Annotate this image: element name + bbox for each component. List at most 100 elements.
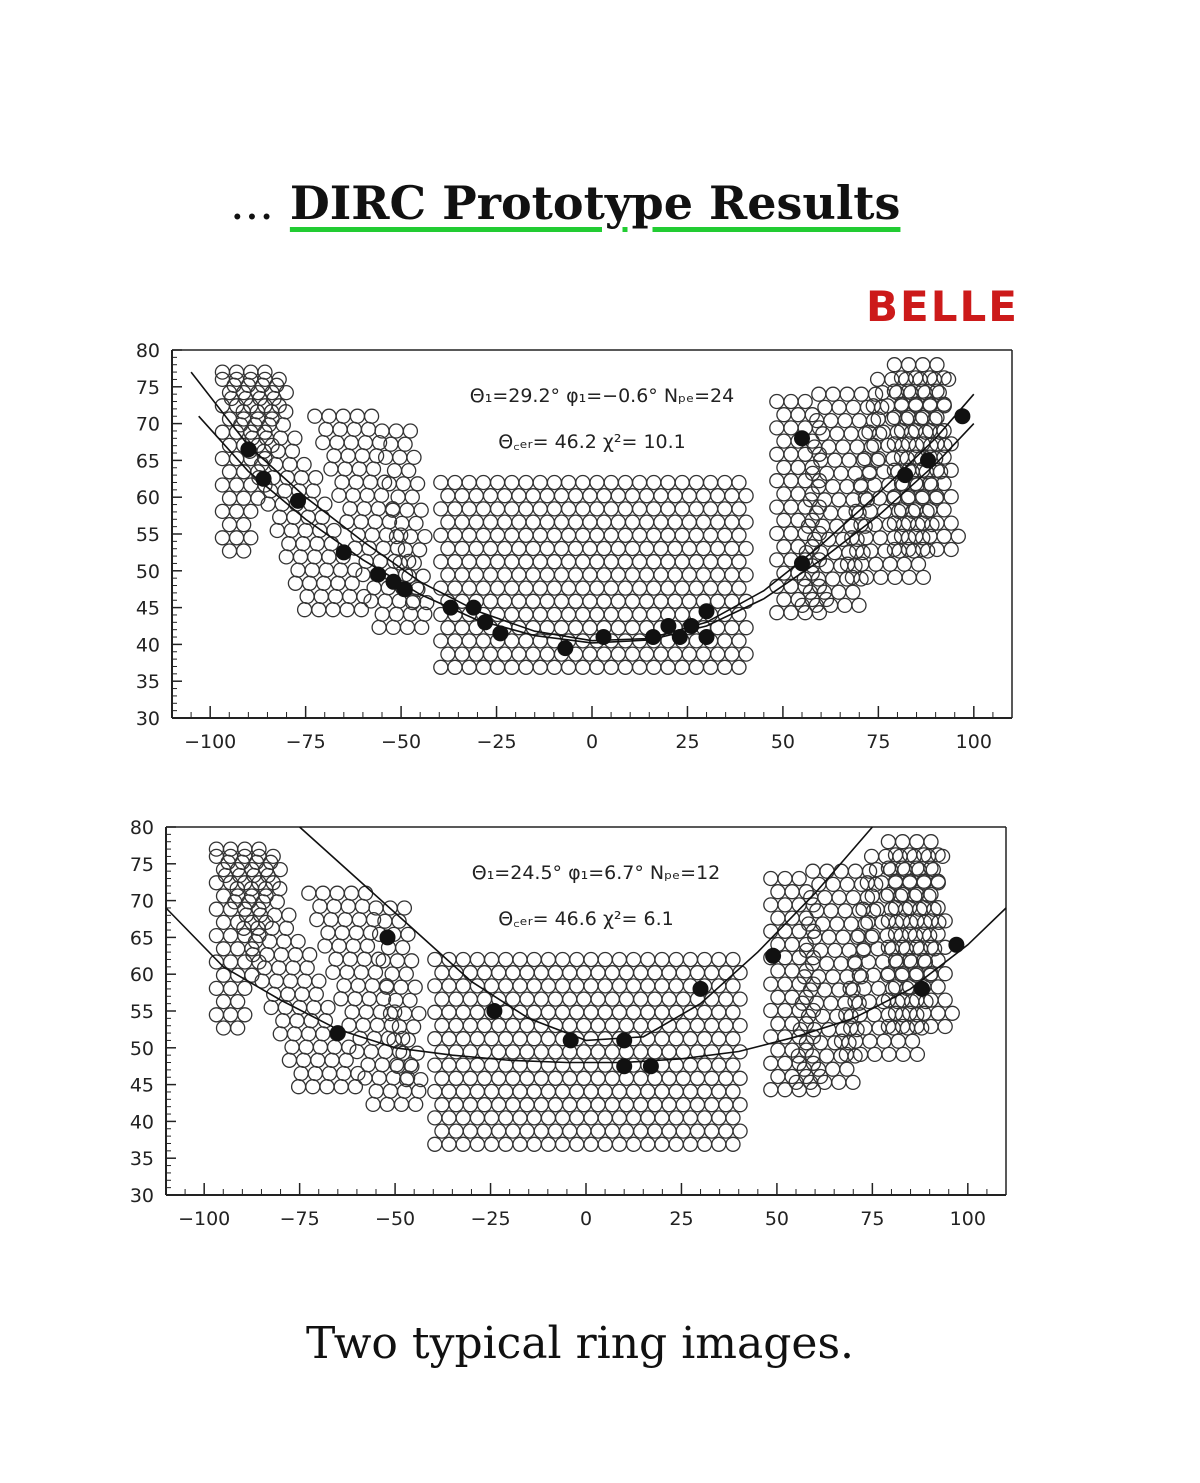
pmt-tube (547, 991, 564, 1007)
pmt-tube (440, 540, 456, 557)
pmt-tube (688, 554, 705, 570)
pmt-tube (311, 602, 327, 618)
photon-hit-point (765, 947, 782, 964)
pmt-tube (596, 593, 612, 609)
pmt-tube (469, 1136, 486, 1152)
pmt-tube (640, 951, 656, 968)
pmt-tube (433, 633, 449, 649)
pmt-tube (597, 951, 613, 968)
pmt-tube (863, 439, 880, 455)
pmt-tube (243, 503, 259, 520)
pmt-tube (618, 1097, 635, 1113)
pmt-tube (631, 501, 648, 517)
photon-hit-point (954, 408, 971, 425)
pmt-tube (849, 1021, 865, 1038)
pmt-tube (633, 1097, 649, 1113)
pmt-tube (348, 925, 365, 941)
pmt-tube (568, 514, 584, 530)
page-title: ... DIRC Prototype Results (230, 176, 970, 240)
y-tick-label: 30 (130, 1185, 154, 1207)
pmt-tube (294, 986, 310, 1002)
photon-hit-point (920, 452, 936, 469)
pmt-tube (831, 492, 847, 508)
pmt-tube (936, 396, 952, 412)
pmt-tube (880, 834, 897, 850)
pmt-tube (763, 1002, 779, 1019)
pmt-tube (817, 889, 833, 906)
pmt-tube (384, 966, 400, 982)
pmt-tube (441, 951, 457, 968)
photon-hit-point (616, 1058, 633, 1075)
pmt-tube (654, 1004, 670, 1020)
pmt-tube (547, 1070, 564, 1086)
pmt-tube (640, 1004, 656, 1020)
fit-parameters-line-2: Θ꜀ₑᵣ= 46.6 χ²= 6.1 (498, 908, 673, 930)
pmt-tube (821, 439, 837, 455)
pmt-tube (321, 1065, 338, 1082)
pmt-tube (539, 514, 555, 530)
pmt-tube (489, 527, 506, 543)
pmt-tube (732, 1070, 748, 1086)
pmt-tube (296, 456, 312, 473)
pmt-tube (395, 939, 411, 956)
pmt-tube (661, 1070, 677, 1086)
pmt-tube (596, 646, 612, 662)
pmt-tube (639, 593, 655, 609)
x-tick-label: 0 (580, 1208, 592, 1230)
pmt-tube (532, 501, 548, 517)
pmt-tube (221, 490, 238, 506)
pmt-tube (631, 474, 648, 491)
pmt-tube (406, 555, 422, 571)
pmt-tube (560, 554, 577, 570)
pmt-tube (668, 951, 684, 968)
pmt-tube (603, 659, 619, 675)
pmt-tube (476, 991, 493, 1007)
pmt-tube (732, 991, 748, 1007)
ring-fit-curve (165, 907, 1007, 1064)
pmt-tube (295, 1052, 312, 1068)
pmt-tube (901, 569, 917, 586)
pmt-tube (769, 499, 785, 515)
pmt-tube (597, 1057, 613, 1073)
pmt-tube (553, 540, 570, 557)
pmt-tube (505, 1097, 521, 1113)
pmt-tube (519, 1044, 535, 1060)
pmt-tube (533, 1123, 549, 1139)
pmt-tube (702, 580, 719, 596)
pmt-tube (221, 464, 238, 480)
photon-hit-point (914, 980, 930, 997)
photon-hit-point (329, 1025, 346, 1042)
y-tick-label: 30 (136, 708, 160, 730)
pmt-tube (653, 593, 669, 609)
pmt-tube (397, 1005, 413, 1022)
pmt-tube (568, 593, 584, 609)
pmt-tube (448, 1123, 464, 1139)
pmt-tube (533, 1070, 549, 1086)
pmt-tube (427, 1110, 443, 1126)
pmt-tube (447, 474, 463, 491)
pmt-tube (777, 1029, 793, 1045)
pmt-tube (625, 1083, 642, 1100)
pmt-tube (900, 515, 917, 531)
pmt-tube (441, 978, 457, 994)
pmt-tube (702, 501, 719, 517)
pmt-tube (359, 938, 376, 954)
pmt-tube (624, 593, 641, 609)
pmt-tube (228, 503, 245, 520)
y-tick-label: 45 (136, 598, 160, 620)
pmt-tube (518, 501, 534, 517)
pmt-tube (518, 554, 534, 570)
pmt-tube (717, 580, 733, 596)
pmt-tube (512, 1031, 528, 1047)
pmt-tube (575, 501, 591, 517)
pmt-tube (937, 992, 953, 1008)
pmt-tube (277, 483, 293, 499)
pmt-tube (482, 593, 499, 609)
y-tick-label: 60 (136, 487, 160, 509)
pmt-tube (273, 947, 289, 963)
pmt-tube (718, 1017, 734, 1034)
pmt-tube (909, 1007, 925, 1023)
pmt-tube (770, 989, 786, 1005)
pmt-tube (696, 1004, 713, 1020)
pmt-tube (482, 567, 499, 583)
